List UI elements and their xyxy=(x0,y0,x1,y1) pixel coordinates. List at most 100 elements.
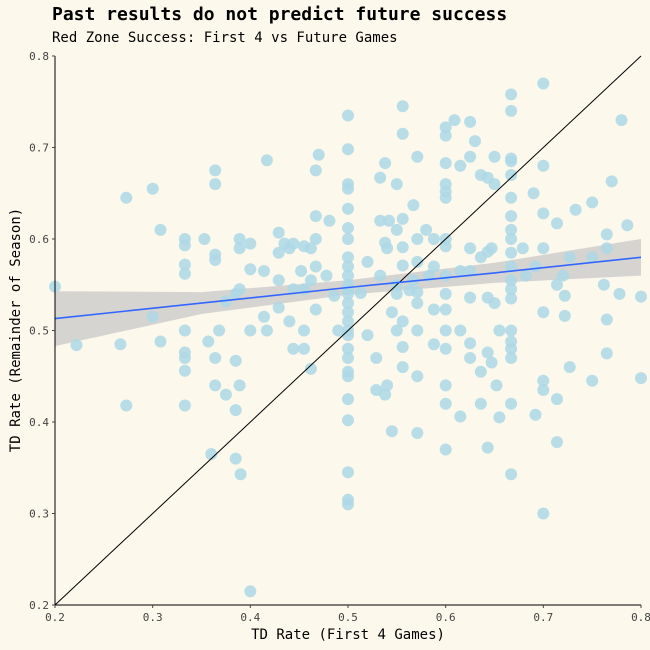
data-point xyxy=(551,393,563,406)
data-point xyxy=(411,286,424,299)
y-tick-label: 0.6 xyxy=(29,233,49,246)
data-point xyxy=(396,212,409,225)
data-point xyxy=(213,324,226,337)
data-point xyxy=(342,498,354,511)
data-point xyxy=(198,233,211,245)
data-point xyxy=(178,258,191,271)
data-point xyxy=(205,448,218,460)
data-point xyxy=(374,214,387,227)
data-point xyxy=(600,242,613,255)
data-point xyxy=(439,324,452,337)
data-point xyxy=(342,306,354,319)
data-point xyxy=(551,217,563,230)
x-tick-label: 0.7 xyxy=(533,611,553,624)
data-point xyxy=(70,339,83,352)
data-point xyxy=(613,287,626,300)
data-point xyxy=(439,303,452,316)
data-point xyxy=(488,297,501,310)
data-point xyxy=(464,150,477,163)
data-point xyxy=(439,397,452,410)
y-axis-title: TD Rate (Remainder of Season) xyxy=(8,208,24,452)
data-point xyxy=(505,352,518,364)
data-point xyxy=(342,109,354,122)
data-point xyxy=(396,361,409,374)
data-point xyxy=(474,397,487,410)
data-point xyxy=(505,233,518,245)
data-point xyxy=(370,352,383,364)
data-point xyxy=(342,297,354,310)
data-point xyxy=(396,100,409,113)
data-point xyxy=(481,441,494,454)
data-point xyxy=(390,324,403,337)
data-point xyxy=(558,309,571,322)
data-point xyxy=(505,246,518,259)
data-point xyxy=(354,287,367,299)
data-point xyxy=(439,379,452,392)
y-tick-label: 0.5 xyxy=(29,325,49,338)
data-point xyxy=(597,278,610,291)
data-point xyxy=(537,507,550,520)
data-point xyxy=(178,364,191,377)
data-point xyxy=(229,404,242,417)
data-point xyxy=(505,342,518,355)
data-point xyxy=(586,196,599,209)
data-point xyxy=(178,324,191,337)
data-point xyxy=(154,335,167,348)
data-point xyxy=(469,135,481,148)
data-point xyxy=(439,342,452,355)
data-point xyxy=(342,342,354,355)
data-point xyxy=(439,157,452,170)
data-point xyxy=(527,187,540,200)
data-point xyxy=(396,341,409,353)
data-point xyxy=(481,346,494,359)
data-point xyxy=(621,219,634,232)
data-point xyxy=(229,452,242,465)
chart-title: Past results do not predict future succe… xyxy=(52,4,508,25)
data-point xyxy=(439,240,452,253)
data-point xyxy=(342,315,354,328)
data-point xyxy=(464,115,477,128)
data-point xyxy=(342,143,354,156)
data-point xyxy=(272,226,285,239)
data-point xyxy=(390,223,403,236)
data-point xyxy=(309,210,322,223)
data-point xyxy=(120,191,133,204)
data-point xyxy=(244,585,257,598)
data-point xyxy=(309,260,322,273)
data-point xyxy=(309,303,322,316)
data-point xyxy=(342,251,354,264)
data-point xyxy=(605,175,618,188)
data-point xyxy=(493,324,506,337)
data-point xyxy=(551,278,563,291)
data-point xyxy=(244,237,257,250)
data-point xyxy=(390,287,403,300)
data-point xyxy=(420,223,433,236)
data-point xyxy=(374,171,387,184)
data-point xyxy=(178,352,191,364)
data-point xyxy=(396,259,409,272)
data-point xyxy=(411,255,424,268)
data-point xyxy=(370,384,383,396)
data-point xyxy=(342,329,354,342)
data-point xyxy=(537,242,550,255)
data-point xyxy=(490,379,503,392)
data-point xyxy=(229,354,242,367)
data-point xyxy=(361,329,374,342)
data-point xyxy=(342,466,354,479)
data-point xyxy=(323,214,336,227)
data-point xyxy=(295,265,308,277)
data-point xyxy=(379,388,392,401)
data-point xyxy=(505,155,518,168)
data-point xyxy=(563,251,576,264)
data-point xyxy=(505,260,518,273)
data-point xyxy=(287,237,300,250)
data-point xyxy=(439,443,452,456)
reference-line xyxy=(54,55,642,606)
data-point xyxy=(586,374,599,387)
data-point xyxy=(342,202,354,215)
data-point xyxy=(411,324,424,337)
data-point xyxy=(272,274,285,287)
data-point xyxy=(120,399,133,412)
data-point xyxy=(474,365,487,378)
data-point xyxy=(178,267,191,280)
